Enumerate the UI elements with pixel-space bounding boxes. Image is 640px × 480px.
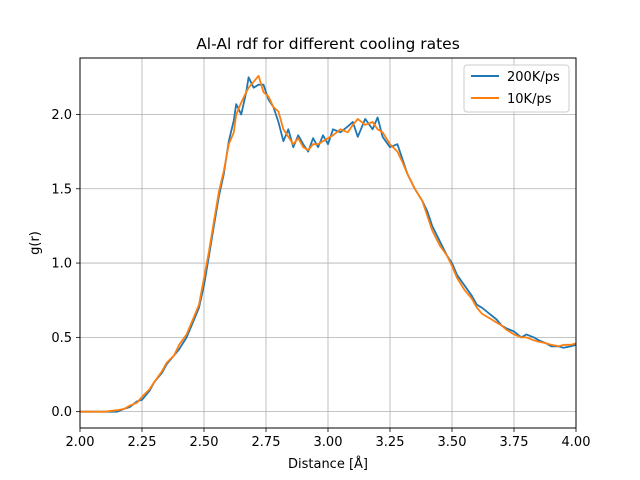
x-axis-ticks: 2.00 2.25 2.50 2.75 3.00 3.25 3.50 3.75 4.00: [66, 428, 591, 450]
x-tick-label: 3.50: [438, 435, 467, 450]
legend: 200K/ps 10K/ps: [463, 64, 570, 113]
plot-series: [80, 74, 577, 413]
x-tick-label: 2.75: [252, 435, 281, 450]
x-tick-label: 3.00: [314, 435, 343, 450]
x-axis-label: Distance [Å]: [288, 456, 368, 472]
y-axis-ticks: 0.0 0.5 1.0 1.5 2.0: [51, 108, 80, 420]
x-tick-label: 2.25: [128, 435, 157, 450]
y-tick-label: 0.0: [51, 405, 72, 420]
y-tick-label: 1.0: [51, 257, 72, 272]
legend-label-200k: 200K/ps: [507, 70, 560, 85]
x-tick-label: 2.00: [66, 435, 95, 450]
y-tick-label: 1.5: [51, 182, 72, 197]
legend-label-10k: 10K/ps: [507, 92, 552, 107]
x-tick-label: 3.75: [500, 435, 529, 450]
y-axis-label: g(r): [28, 231, 43, 255]
series-line-10k: [80, 74, 577, 413]
x-tick-label: 2.50: [190, 435, 219, 450]
y-tick-label: 2.0: [51, 108, 72, 123]
y-tick-label: 0.5: [51, 331, 72, 346]
x-tick-label: 4.00: [562, 435, 591, 450]
chart-title: Al-Al rdf for different cooling rates: [196, 35, 460, 53]
x-tick-label: 3.25: [376, 435, 405, 450]
series-line-200k: [80, 76, 577, 413]
